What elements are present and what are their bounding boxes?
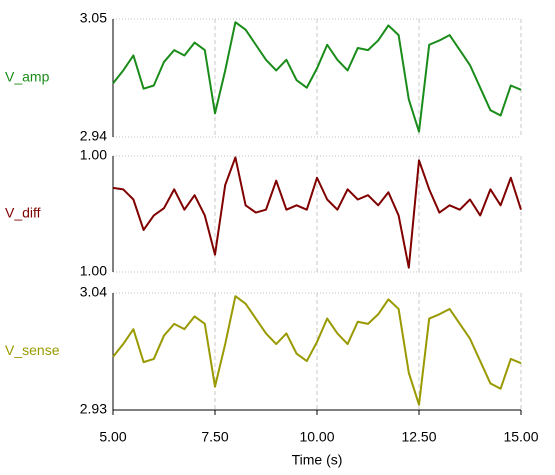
x-tick-label: 7.50 [201,429,228,445]
series-line [112,295,522,406]
y-tick-label: 3.05 [80,10,107,26]
y-tick-label: 2.94 [80,128,107,144]
series-label: V_sense [5,342,60,358]
series-label: V_diff [5,205,41,221]
y-tick-label: 1.00 [80,147,107,163]
x-tick-label: 12.50 [401,429,436,445]
x-axis-title: Time (s) [292,452,343,468]
y-tick-label: 2.93 [80,401,107,417]
series-label: V_amp [5,69,50,85]
y-tick-label: 3.04 [80,284,107,300]
series-line [112,21,522,133]
x-tick-label: 10.00 [299,429,334,445]
series-line [112,156,522,269]
y-tick-label: 1.00 [80,263,107,279]
x-tick-label: 15.00 [503,429,538,445]
x-tick-label: 5.00 [99,429,126,445]
